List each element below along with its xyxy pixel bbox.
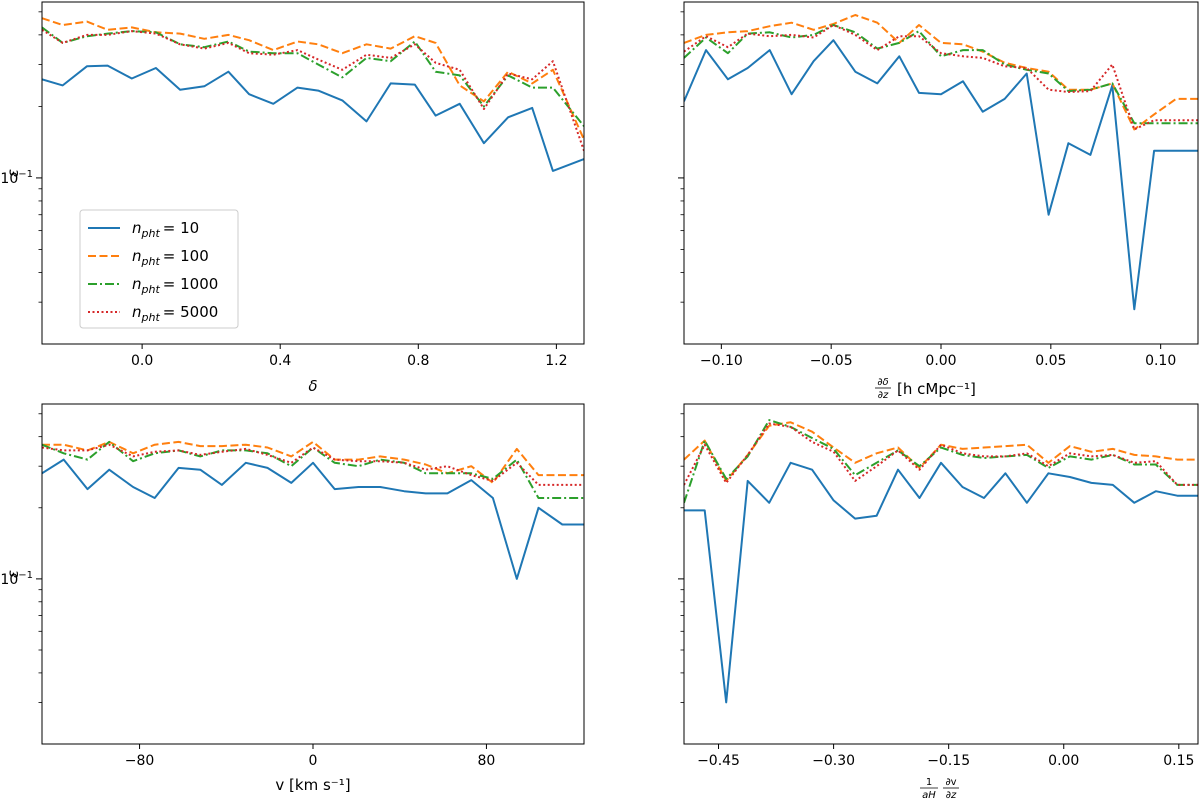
legend-value: = 1000	[163, 275, 219, 293]
panel-bottom-right: −0.45 −0.30 −0.15 0.00 0.15 1 aH ∂v ∂z	[678, 403, 1199, 801]
x-tick-label: −0.10	[700, 353, 743, 369]
series-line-4	[684, 24, 1198, 131]
x-tick-label: −0.15	[927, 753, 970, 769]
legend-box	[79, 209, 239, 329]
y-axis-label: ε	[4, 570, 22, 578]
series-line-2	[684, 14, 1198, 131]
series-line-3	[42, 440, 584, 499]
x-axis-label-units: [h cMpc⁻¹]	[897, 380, 976, 398]
series-line-1	[684, 461, 1198, 704]
series-line-3	[684, 24, 1198, 125]
panel-top-right: −0.10 −0.05 0.00 0.05 0.10 ∂δ ∂z [h cMpc⁻¹]	[678, 1, 1199, 401]
axes-frame	[41, 1, 585, 345]
x-tick-label: −80	[125, 753, 155, 769]
x-tick-label: 0.00	[1048, 753, 1079, 769]
x-tick-label: 0.4	[269, 353, 291, 369]
legend-label-4: npht = 5000	[132, 303, 218, 324]
x-tick-label: 0.05	[1035, 353, 1066, 369]
x-tick-label: −0.30	[812, 753, 855, 769]
x-tick-label: 0.8	[407, 353, 429, 369]
x-axis-label-numerator: ∂δ	[877, 377, 888, 388]
legend-symbol: n	[132, 303, 142, 321]
x-axis-label-denominator: aH	[922, 790, 936, 801]
x-tick-label: 0	[309, 753, 318, 769]
legend-label-2: npht = 100	[132, 247, 209, 268]
series-line-4	[42, 28, 584, 152]
series-line-2	[42, 440, 584, 484]
legend-symbol: n	[132, 275, 142, 293]
series-line-3	[684, 419, 1198, 504]
legend-subscript: pht	[141, 255, 161, 268]
x-tick-label: 0.15	[1163, 753, 1194, 769]
legend-subscript: pht	[141, 227, 161, 240]
x-tick-label: −0.45	[697, 753, 740, 769]
y-tick-exponent: −1	[18, 570, 33, 581]
series-group	[684, 419, 1198, 704]
x-tick-label: 0.00	[925, 353, 956, 369]
series-line-4	[684, 422, 1198, 486]
x-axis-label: δ	[308, 377, 317, 395]
series-line-2	[684, 421, 1198, 482]
x-tick-label: 80	[478, 753, 496, 769]
axes-frame	[683, 403, 1199, 745]
series-group	[684, 14, 1198, 311]
axes-frame	[41, 403, 585, 745]
x-axis-label: v [km s⁻¹]	[275, 776, 350, 794]
x-tick-label: 0.0	[131, 353, 153, 369]
legend-subscript: pht	[141, 311, 161, 324]
x-tick-label: −0.05	[810, 353, 853, 369]
y-axis-label: ε	[4, 169, 22, 177]
x-axis-label-denominator-2: ∂z	[946, 790, 957, 801]
legend-label-3: npht = 1000	[132, 275, 218, 296]
series-group	[42, 17, 584, 172]
series-group	[42, 440, 584, 580]
series-line-1	[42, 458, 584, 580]
legend-symbol: n	[132, 247, 142, 265]
x-tick-label: 0.10	[1145, 353, 1176, 369]
legend-value: = 100	[163, 247, 209, 265]
legend-label-1: npht = 10	[132, 219, 199, 240]
series-line-2	[42, 17, 584, 141]
legend-symbol: n	[132, 219, 142, 237]
x-axis-label-denominator: ∂z	[878, 390, 889, 401]
legend-value: = 10	[163, 219, 199, 237]
legend-subscript: pht	[141, 283, 161, 296]
x-tick-label: 1.2	[545, 353, 567, 369]
series-line-1	[684, 39, 1198, 311]
series-line-1	[42, 64, 584, 172]
x-axis-label-numerator: 1	[926, 777, 932, 788]
legend-value: = 5000	[163, 303, 219, 321]
series-line-4	[42, 443, 584, 486]
x-axis-label-numerator-2: ∂v	[945, 777, 956, 788]
y-tick-exponent: −1	[18, 169, 33, 180]
